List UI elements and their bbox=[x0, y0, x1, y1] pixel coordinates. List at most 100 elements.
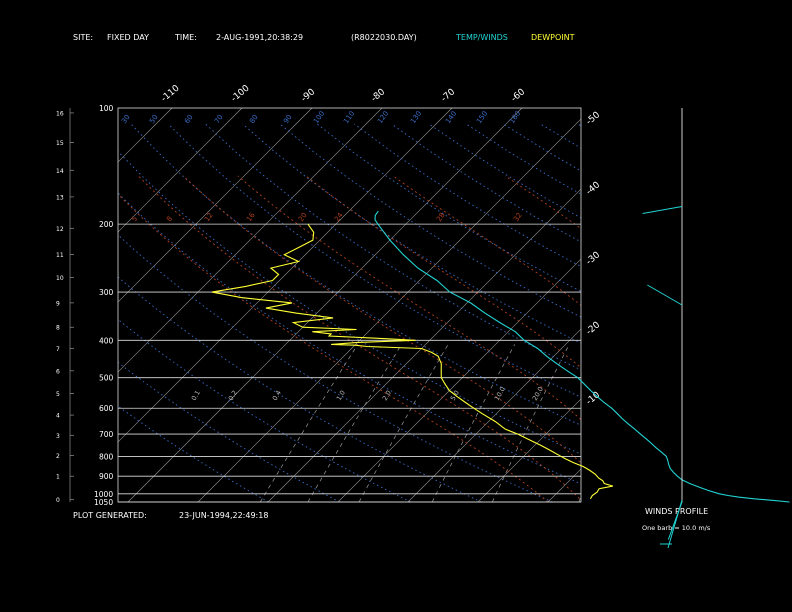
pressure-tick-label: 200 bbox=[99, 220, 114, 229]
height-tick-label: 7 bbox=[56, 346, 60, 353]
pressure-tick-label: 500 bbox=[99, 374, 114, 383]
file-name: (R8022030.DAY) bbox=[351, 33, 417, 42]
potential-temp-label: 150 bbox=[475, 110, 489, 126]
pressure-tick-label: 700 bbox=[99, 430, 114, 439]
height-tick-label: 8 bbox=[56, 325, 60, 332]
moist-adiabat-line bbox=[638, 176, 792, 502]
moist-adiabat-line bbox=[182, 175, 581, 464]
dry-adiabat-line bbox=[118, 234, 553, 502]
dry-adiabat-line bbox=[615, 124, 792, 502]
pressure-tick-label: 300 bbox=[99, 288, 114, 297]
potential-temp-label: 140 bbox=[444, 110, 458, 126]
isotherm-line bbox=[337, 258, 581, 502]
isotherm-line bbox=[197, 118, 581, 502]
isotherm-label: -70 bbox=[440, 87, 458, 104]
dry-adiabat-line bbox=[764, 124, 792, 502]
isotherm-line bbox=[267, 188, 581, 502]
mixing-ratio-line bbox=[491, 344, 570, 502]
isotherm-label: -90 bbox=[300, 87, 318, 104]
moist-adiabat-line bbox=[504, 175, 581, 230]
isotherm-line bbox=[547, 468, 581, 502]
moist-adiabat-label: 16 bbox=[245, 211, 257, 223]
mixing-ratio-line bbox=[578, 495, 581, 502]
height-tick-label: 1 bbox=[56, 474, 60, 481]
potential-temp-label: 80 bbox=[248, 113, 260, 125]
isotherm-label: -100 bbox=[230, 83, 252, 104]
dry-adiabat-line bbox=[316, 123, 581, 292]
dry-adiabat-line bbox=[354, 123, 581, 267]
isotherm-label: -40 bbox=[585, 180, 603, 197]
mixing-ratio-line bbox=[358, 344, 449, 502]
potential-temp-label: 100 bbox=[312, 110, 326, 126]
dry-adiabat-line bbox=[577, 123, 581, 127]
isotherm-line bbox=[118, 108, 243, 233]
temperature-profile bbox=[374, 210, 790, 503]
isotherm-label: -50 bbox=[585, 110, 603, 127]
isotherm-line bbox=[407, 328, 581, 502]
isotherm-line bbox=[477, 398, 581, 502]
mixing-ratio-line bbox=[727, 344, 780, 502]
height-tick-label: 4 bbox=[56, 413, 60, 420]
moist-adiabat-line bbox=[305, 175, 581, 369]
height-tick-label: 2 bbox=[56, 453, 60, 460]
potential-temp-label: 160 bbox=[508, 110, 522, 126]
dewpoint-legend: DEWPOINT bbox=[531, 33, 575, 42]
dry-adiabat-line bbox=[118, 150, 581, 455]
wind-barb bbox=[647, 284, 683, 306]
isotherm-line bbox=[118, 108, 313, 303]
height-tick-label: 5 bbox=[56, 391, 60, 398]
dry-adiabat-line bbox=[118, 192, 581, 485]
pressure-tick-label: 900 bbox=[99, 472, 114, 481]
moist-adiabat-label: 12 bbox=[203, 211, 215, 223]
dry-adiabat-line bbox=[118, 318, 411, 502]
plot-generated-label: PLOT GENERATED: bbox=[73, 511, 147, 520]
time-label: TIME: bbox=[175, 33, 197, 42]
dry-adiabat-line bbox=[727, 124, 792, 502]
height-tick-label: 9 bbox=[56, 300, 60, 307]
moist-adiabat-line bbox=[237, 175, 581, 421]
potential-temp-label: 130 bbox=[409, 110, 423, 126]
isotherm-label: -80 bbox=[370, 87, 388, 104]
moist-adiabat-line bbox=[118, 193, 549, 502]
wind-barb bbox=[642, 206, 683, 214]
height-tick-label: 13 bbox=[56, 194, 64, 201]
isotherm-line bbox=[118, 108, 173, 163]
dewpoint-profile bbox=[211, 223, 614, 500]
dry-adiabat-line bbox=[118, 361, 340, 502]
isotherm-line bbox=[618, 108, 792, 502]
isotherm-label: -20 bbox=[585, 320, 603, 337]
isotherm-label: -110 bbox=[160, 83, 182, 104]
isotherm-label: -30 bbox=[585, 250, 603, 267]
pressure-tick-label: 1050 bbox=[94, 498, 113, 507]
mixing-ratio-label: 0.1 bbox=[190, 389, 202, 402]
height-tick-label: 15 bbox=[56, 140, 64, 147]
moist-adiabat-label: 8 bbox=[165, 215, 174, 223]
dry-adiabat-line bbox=[465, 123, 581, 195]
dry-adiabat-line bbox=[503, 123, 581, 172]
mixing-ratio-label: 0.4 bbox=[271, 389, 283, 402]
isotherm-line bbox=[0, 108, 102, 502]
moist-adiabat-label: 24 bbox=[333, 211, 345, 223]
dry-adiabat-line bbox=[652, 124, 792, 502]
height-tick-label: 12 bbox=[56, 226, 64, 233]
plot-generated-value: 23-JUN-1994,22:49:18 bbox=[179, 511, 269, 520]
height-tick-label: 10 bbox=[56, 275, 64, 282]
pressure-tick-label: 400 bbox=[99, 336, 114, 345]
dry-adiabat-line bbox=[428, 123, 581, 219]
moist-adiabat-label: 28 bbox=[435, 211, 447, 223]
wind-panel-note: One barb = 10.0 m/s bbox=[642, 524, 711, 532]
height-tick-label: 11 bbox=[56, 252, 64, 259]
dry-adiabat-line bbox=[690, 124, 792, 502]
isotherm-line bbox=[758, 108, 792, 502]
mixing-ratio-label: 20.0 bbox=[531, 385, 545, 402]
isotherm-line bbox=[118, 108, 383, 373]
height-tick-label: 3 bbox=[56, 433, 60, 440]
pressure-tick-label: 100 bbox=[99, 104, 114, 113]
height-tick-label: 16 bbox=[56, 110, 64, 117]
height-tick-label: 14 bbox=[56, 168, 64, 175]
isotherm-line bbox=[0, 108, 32, 502]
wind-panel-title: WINDS PROFILE bbox=[645, 507, 709, 516]
isotherm-line bbox=[118, 108, 453, 443]
pressure-tick-label: 1000 bbox=[94, 490, 113, 499]
